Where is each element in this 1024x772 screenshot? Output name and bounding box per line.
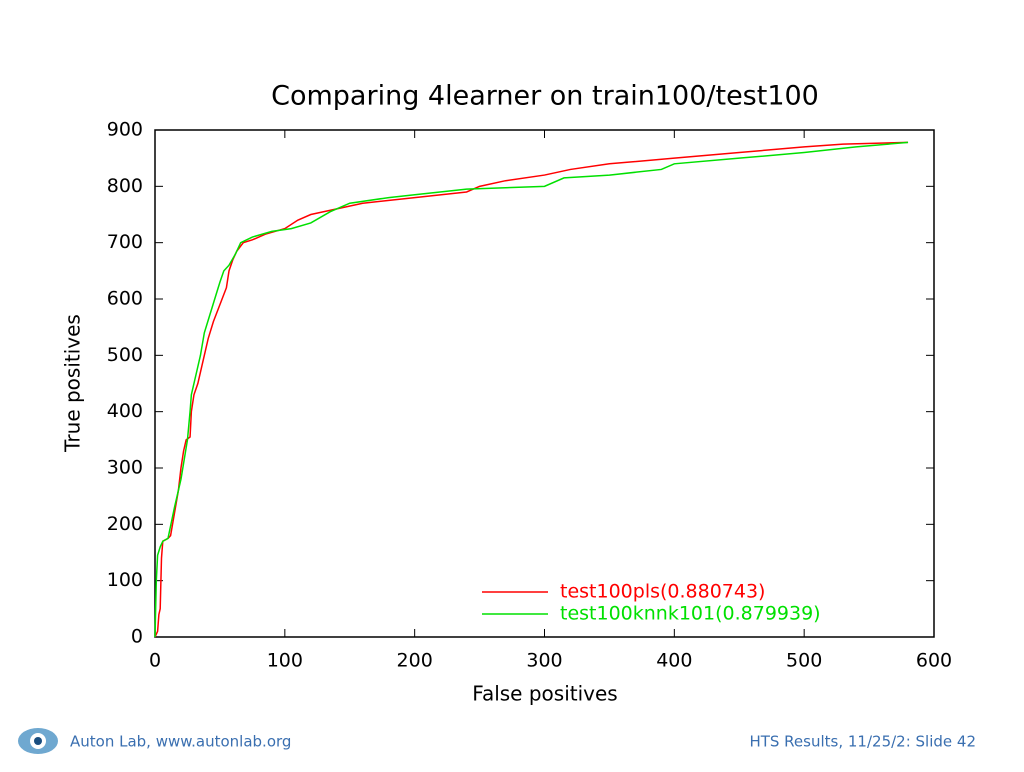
y-tick-label: 200 bbox=[107, 513, 143, 535]
y-tick-label: 0 bbox=[131, 626, 143, 648]
y-tick-label: 500 bbox=[107, 344, 143, 366]
y-tick-label: 400 bbox=[107, 400, 143, 422]
y-tick-label: 800 bbox=[107, 175, 143, 197]
legend-label: test100knnk101(0.879939) bbox=[560, 603, 821, 625]
plot-frame bbox=[154, 129, 935, 638]
series-line bbox=[154, 141, 909, 638]
x-tick-label: 400 bbox=[656, 650, 692, 672]
x-tick-label: 600 bbox=[916, 650, 952, 672]
x-axis-label: False positives bbox=[472, 682, 617, 706]
footer-right: HTS Results, 11/25/2: Slide 42 bbox=[749, 733, 976, 751]
footer-left: Auton Lab, www.autonlab.org bbox=[70, 733, 291, 751]
x-tick-label: 100 bbox=[267, 650, 303, 672]
footer-icon bbox=[18, 728, 58, 754]
legend-label: test100pls(0.880743) bbox=[560, 581, 765, 603]
x-tick-label: 300 bbox=[526, 650, 562, 672]
y-tick-label: 300 bbox=[107, 457, 143, 479]
icon-pupil bbox=[34, 737, 42, 745]
chart-title: Comparing 4learner on train100/test100 bbox=[271, 81, 819, 112]
series-line bbox=[154, 141, 909, 638]
y-tick-label: 900 bbox=[107, 119, 143, 141]
x-tick-label: 0 bbox=[149, 650, 161, 672]
y-tick-label: 600 bbox=[107, 288, 143, 310]
y-tick-label: 700 bbox=[107, 231, 143, 253]
y-axis-label: True positives bbox=[61, 314, 85, 453]
y-tick-label: 100 bbox=[107, 569, 143, 591]
x-tick-label: 200 bbox=[397, 650, 433, 672]
x-tick-label: 500 bbox=[786, 650, 822, 672]
